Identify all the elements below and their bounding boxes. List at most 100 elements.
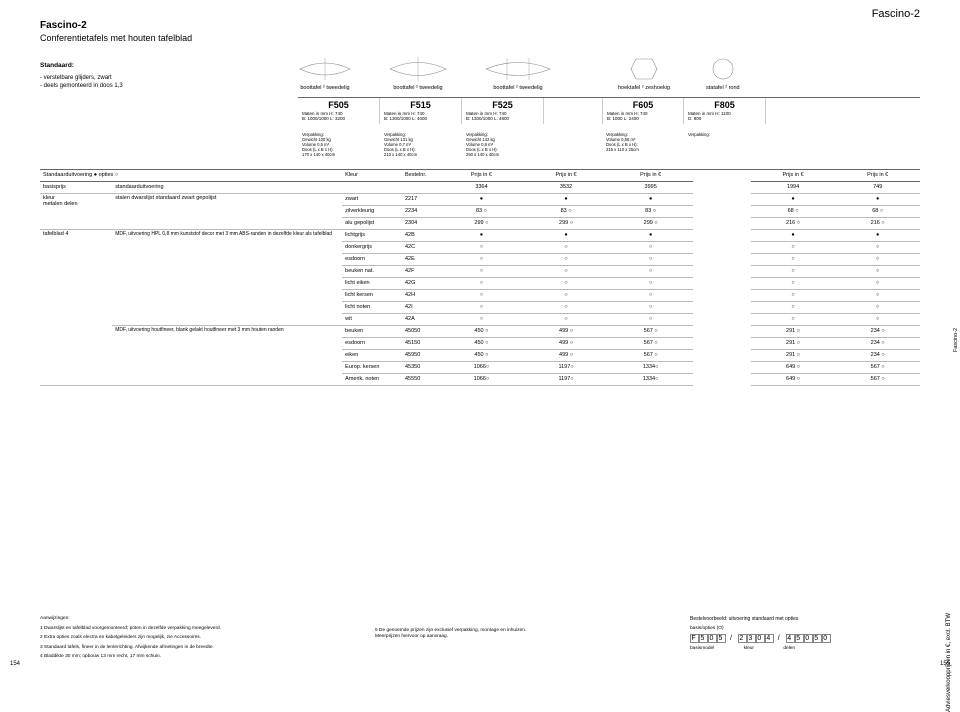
cell-v: ○ xyxy=(608,301,693,313)
cell-nr: 45550 xyxy=(402,373,439,385)
row-label: tafelblad 4 xyxy=(40,229,112,385)
footnote: 2 Extra opties zoals electra en kabelgel… xyxy=(40,635,320,641)
row-desc: MDF, uitvoering HPL 0,8 mm kunststof dec… xyxy=(112,229,342,325)
hdr-prijs: Prijs in € xyxy=(608,169,693,181)
model-code: F525 xyxy=(466,100,539,110)
cell-v: ● xyxy=(608,229,693,241)
cell-v: ○ xyxy=(439,289,524,301)
model-dims: B: 1000 L: 2400 xyxy=(607,116,679,121)
cell-nr: 42G xyxy=(402,277,439,289)
cell-kleur: zwart xyxy=(342,193,402,205)
cell-v: ○ xyxy=(439,277,524,289)
model-code: F505 xyxy=(302,100,375,110)
cell-v: 234 ○ xyxy=(835,337,920,349)
cell-v: 567 ○ xyxy=(835,361,920,373)
sub-a: basisprijs xyxy=(40,181,112,193)
footnotes: Aanwijzingen: 1 Dwarslijst en tafelblad … xyxy=(40,616,320,663)
cell-kleur: esdoorn xyxy=(342,253,402,265)
page-num-left: 154 xyxy=(10,661,20,667)
shape-label: statafel ² rond xyxy=(706,85,740,91)
row-desc: stalen dwarslijst standaard zwart gepoli… xyxy=(112,193,342,229)
cell-v: 567 ○ xyxy=(835,373,920,385)
model-code: F515 xyxy=(384,100,457,110)
cell-kleur: wit xyxy=(342,313,402,325)
cell-v: ○ xyxy=(524,253,609,265)
boat-icon xyxy=(388,55,448,83)
cell-v: 567 ○ xyxy=(608,349,693,361)
footnote: 4 Bladdikte 30 mm; opbouw 13 mm recht, 1… xyxy=(40,654,320,660)
doc-title: Fascino-2 xyxy=(40,20,920,31)
cell-v: 83 ○ xyxy=(608,205,693,217)
model-row: F505Maten in mm H: 740B: 1000/1000 L: 32… xyxy=(298,97,920,124)
model-code: F805 xyxy=(688,100,761,110)
cell-v: 291 ○ xyxy=(751,325,836,337)
cell-v: ○ xyxy=(835,301,920,313)
cell-nr: 45150 xyxy=(402,337,439,349)
cell-kleur: Amerik. noten xyxy=(342,373,402,385)
cell-v: ○ xyxy=(439,253,524,265)
cell-v: 450 ○ xyxy=(439,325,524,337)
cell-v: ● xyxy=(439,229,524,241)
hex-icon xyxy=(629,55,659,83)
cell-nr: 45050 xyxy=(402,325,439,337)
cell-kleur: esdoorn xyxy=(342,337,402,349)
cell-v: 299 ○ xyxy=(524,217,609,229)
packing-row: Verpakking:Gewicht 100 kgVolume 0,5 m³Do… xyxy=(298,130,920,159)
cell-v: ○ xyxy=(608,265,693,277)
boat-icon xyxy=(484,55,552,83)
hdr-prijs: Prijs in € xyxy=(835,169,920,181)
cell-v: 649 ○ xyxy=(751,373,836,385)
pack-line: 210 x 140 x 40cm xyxy=(384,152,458,157)
shape-label: hoektafel ² zeshoekig xyxy=(618,85,670,91)
pack-line: 170 x 140 x 40cm xyxy=(302,152,376,157)
cell-nr: 42A xyxy=(402,313,439,325)
row-label: kleurmetalen delen xyxy=(40,193,112,229)
cell-v: 1066○ xyxy=(439,361,524,373)
standard-line: - verstelbare glijders, zwart xyxy=(40,74,250,82)
cell-v: 234 ○ xyxy=(835,325,920,337)
cell-nr: 45350 xyxy=(402,361,439,373)
cell-kleur: donkergrijs xyxy=(342,241,402,253)
cell-nr: 2234 xyxy=(402,205,439,217)
cell-v: ○ xyxy=(751,277,836,289)
cell-v: ○ xyxy=(439,301,524,313)
cell-v: ○ xyxy=(608,313,693,325)
cell-v: 83 ○ xyxy=(524,205,609,217)
model-dims: B: 1300/1000 L: 4800 xyxy=(466,116,539,121)
cell-nr: 42E xyxy=(402,253,439,265)
model-dims: B: 1000/1000 L: 3200 xyxy=(302,116,375,121)
cell-v: ● xyxy=(751,229,836,241)
cell-nr: 42H xyxy=(402,289,439,301)
footnotes-hdr: Aanwijzingen: xyxy=(40,616,320,622)
cell-v: ○ xyxy=(608,253,693,265)
example-boxes: F505 / 2304 / 45050 xyxy=(690,634,920,643)
cell-nr: 2217 xyxy=(402,193,439,205)
cell-v: 291 ○ xyxy=(751,349,836,361)
standard-line: - deels gemonteerd in doos 1,3 xyxy=(40,82,250,90)
foot-mid: 5 De genoemde prijzen zijn exclusief ver… xyxy=(375,616,635,663)
cell-v: ○ xyxy=(835,241,920,253)
cell-v: ○ xyxy=(835,313,920,325)
sub-v: 3532 xyxy=(524,181,609,193)
cell-v: 216 ○ xyxy=(835,217,920,229)
cell-v: 68 ○ xyxy=(835,205,920,217)
sub-v: 3364 xyxy=(439,181,524,193)
cell-v: ○ xyxy=(524,277,609,289)
standard-title: Standaard: xyxy=(40,61,250,70)
cell-v: ○ xyxy=(835,277,920,289)
cell-v: ○ xyxy=(608,277,693,289)
cell-v: 649 ○ xyxy=(751,361,836,373)
hdr-prijs: Prijs in € xyxy=(439,169,524,181)
footnote: Meerprijzen hiervoor op aanvraag. xyxy=(375,634,635,640)
sub-b: standaarduitvoering xyxy=(112,181,342,193)
cell-v: ● xyxy=(439,193,524,205)
sub-v: 749 xyxy=(835,181,920,193)
hdr-kleur: Kleur xyxy=(342,169,402,181)
cell-v: ○ xyxy=(524,241,609,253)
cell-kleur: licht noten xyxy=(342,301,402,313)
price-table: Standaarduitvoering ● opties ○ Kleur Bes… xyxy=(40,169,920,386)
doc-subtitle: Conferentietafels met houten tafelblad xyxy=(40,33,920,43)
cell-v: 450 ○ xyxy=(439,337,524,349)
cell-v: ○ xyxy=(751,289,836,301)
cell-kleur: lichtgrijs xyxy=(342,229,402,241)
